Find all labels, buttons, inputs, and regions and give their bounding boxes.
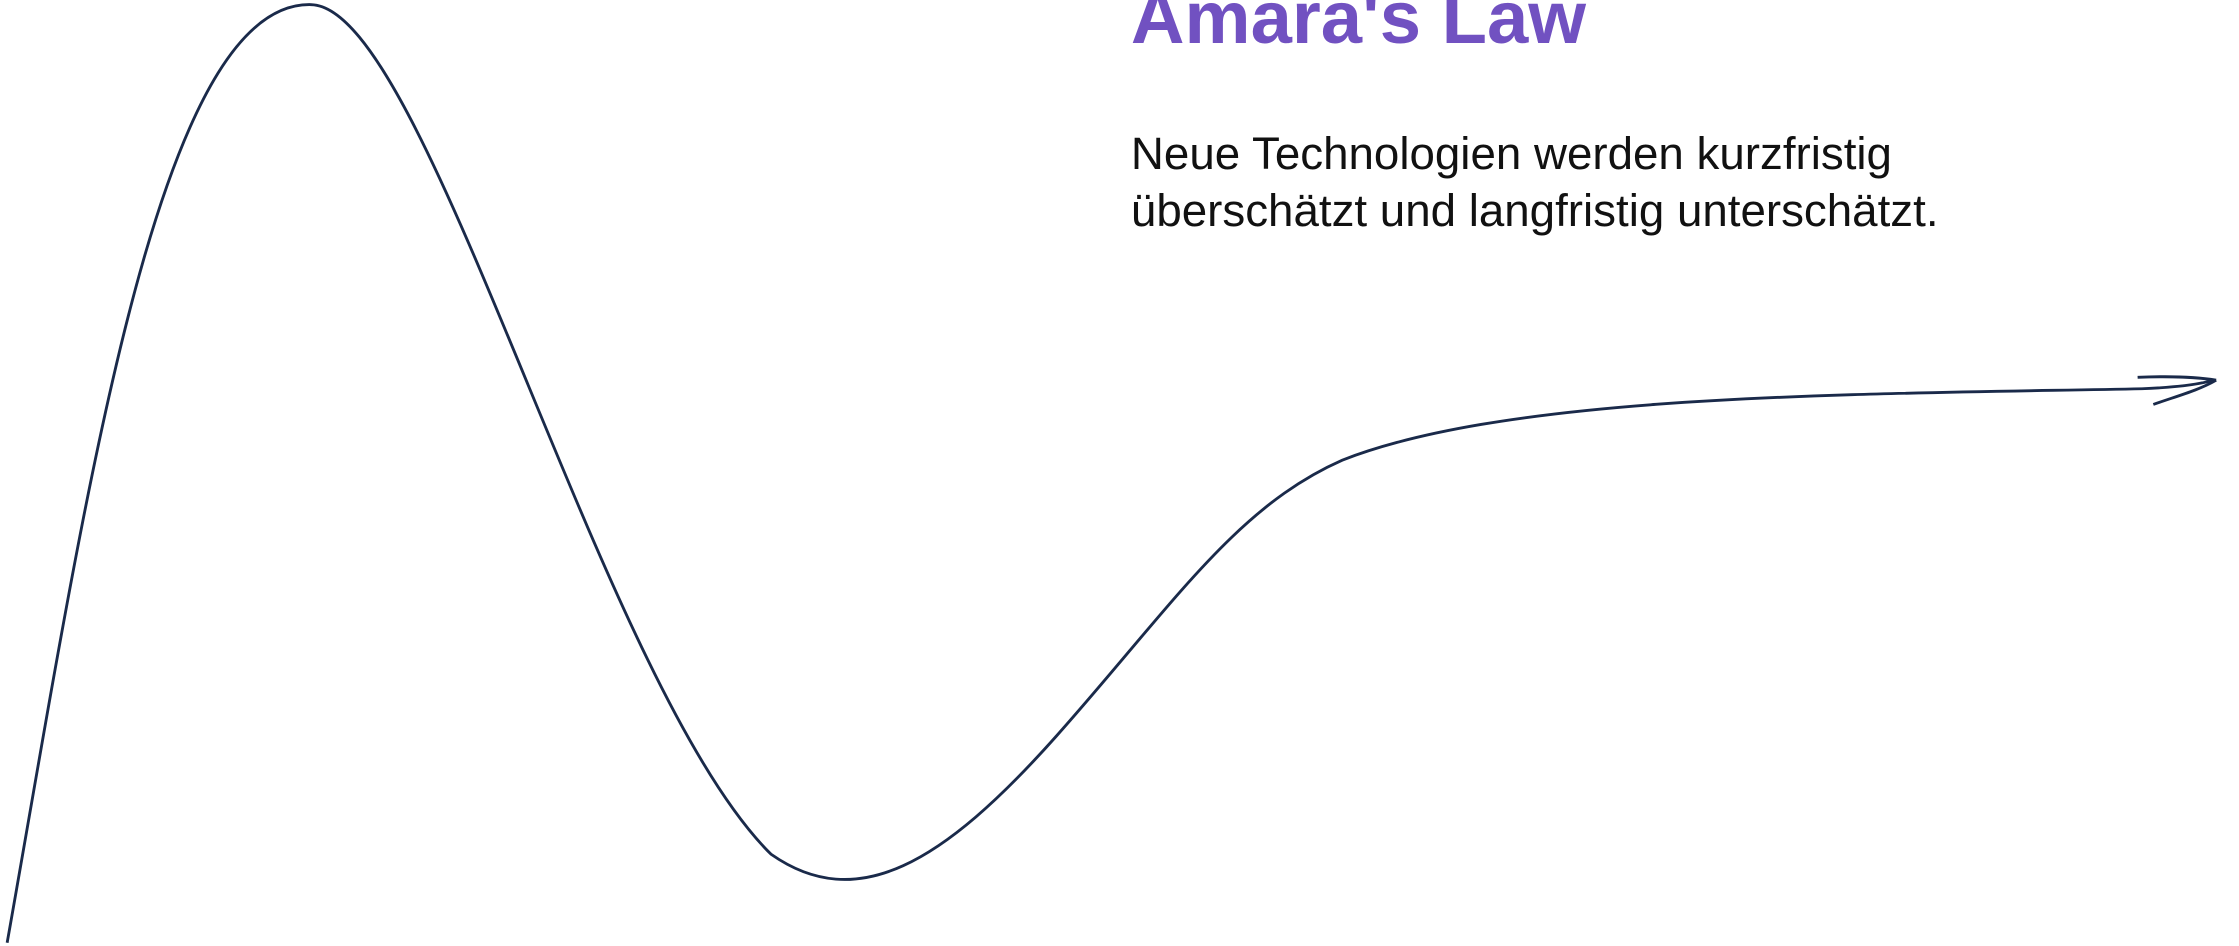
text-line: Neue Technologien werden kurzfristig [1131,128,1892,179]
arrow-head [2137,375,2217,406]
title: Amara's Law [1131,0,1586,59]
text-line: überschätzt und langfristig unterschätzt… [1131,185,1939,236]
hype-curve [5,3,2214,944]
